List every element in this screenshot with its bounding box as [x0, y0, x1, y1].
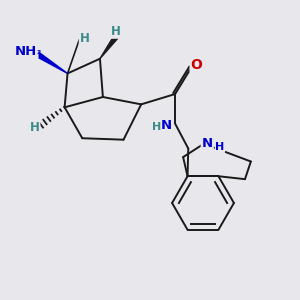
Text: O: O [190, 58, 202, 72]
Text: H: H [215, 142, 225, 152]
Polygon shape [34, 51, 68, 74]
Text: H: H [111, 25, 121, 38]
Text: H: H [152, 122, 161, 132]
Text: ₂: ₂ [37, 46, 41, 56]
Text: NH: NH [15, 45, 38, 58]
Text: N: N [202, 137, 213, 150]
Polygon shape [100, 35, 118, 59]
Text: H: H [80, 32, 90, 46]
Text: H: H [30, 122, 40, 134]
Text: N: N [160, 119, 172, 132]
